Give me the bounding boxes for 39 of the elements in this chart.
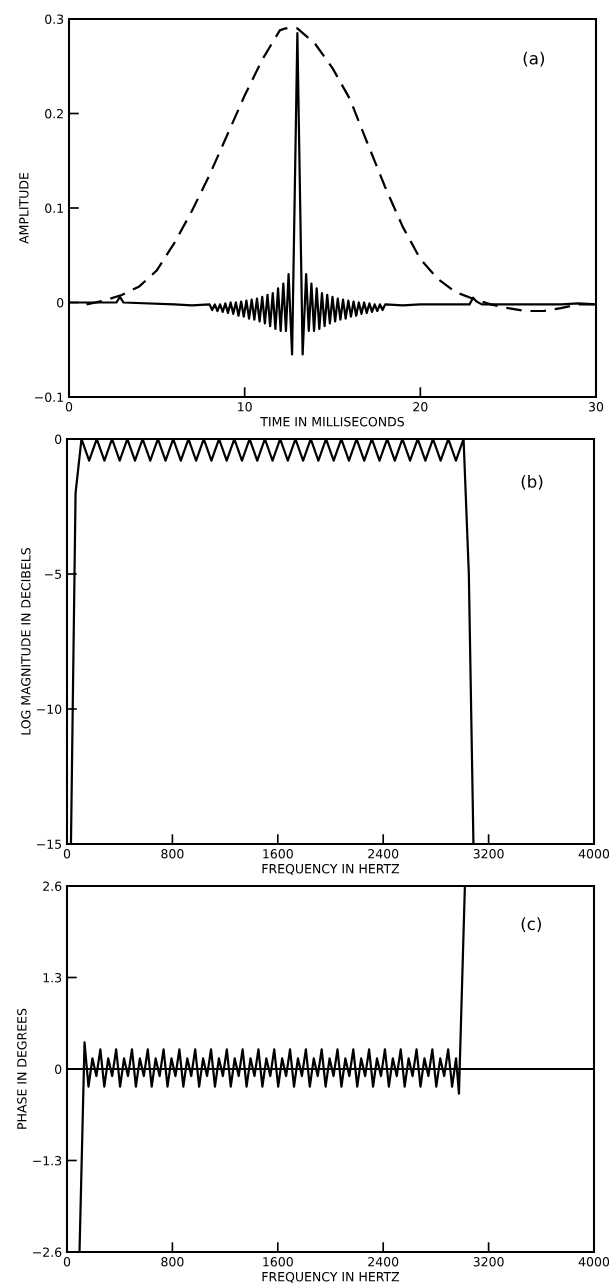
x-tick-label: 1600 — [263, 1257, 293, 1267]
y-tick-label: −15 — [37, 839, 62, 849]
annotation: (b) — [521, 474, 543, 490]
x-tick-label: 3200 — [473, 1257, 504, 1267]
x-tick-label: 0 — [65, 402, 73, 412]
x-tick-label: 4000 — [578, 1257, 610, 1267]
y-axis-title: AMPLITUDE — [19, 172, 29, 244]
x-axis-title: TIME IN MILLISECONDS — [260, 416, 404, 427]
x-axis-title: FREQUENCY IN HERTZ — [262, 863, 400, 875]
x-tick-label: 20 — [413, 402, 428, 412]
y-tick-label: 0 — [55, 1064, 62, 1074]
x-tick-label: 800 — [161, 849, 184, 859]
y-axis-title: LOG MAGNITUDE IN DECIBELS — [21, 547, 31, 735]
y-axis-title: PHASE IN DEGREES — [17, 1008, 27, 1129]
y-tick-label: 0 — [55, 434, 62, 444]
x-axis-title: FREQUENCY IN HERTZ — [262, 1271, 400, 1283]
y-tick-label: −0.1 — [35, 392, 63, 402]
annotation: (c) — [521, 917, 541, 933]
x-tick-label: 3200 — [473, 849, 504, 859]
x-tick-label: 4000 — [578, 849, 610, 859]
y-tick-label: −10 — [37, 704, 62, 714]
y-tick-label: 0 — [57, 297, 64, 308]
y-tick-label: 0.2 — [45, 108, 63, 119]
x-tick-label: 2400 — [368, 1257, 399, 1267]
x-tick-label: 0 — [63, 1257, 71, 1267]
annotation: (a) — [523, 51, 545, 67]
y-tick-label: 2.6 — [43, 881, 62, 891]
y-tick-label: −5 — [45, 569, 62, 579]
x-tick-label: 1600 — [263, 849, 293, 859]
x-tick-label: 800 — [161, 1257, 184, 1267]
x-tick-label: 0 — [63, 849, 71, 859]
y-tick-label: −2.6 — [33, 1247, 62, 1257]
y-tick-label: 1.3 — [43, 972, 62, 983]
y-tick-label: 0.1 — [45, 203, 63, 213]
x-tick-label: 10 — [238, 402, 252, 412]
x-tick-label: 2400 — [368, 849, 399, 859]
y-tick-label: 0.3 — [45, 14, 64, 24]
y-tick-label: −1.3 — [33, 1155, 62, 1166]
x-tick-label: 30 — [589, 402, 604, 412]
